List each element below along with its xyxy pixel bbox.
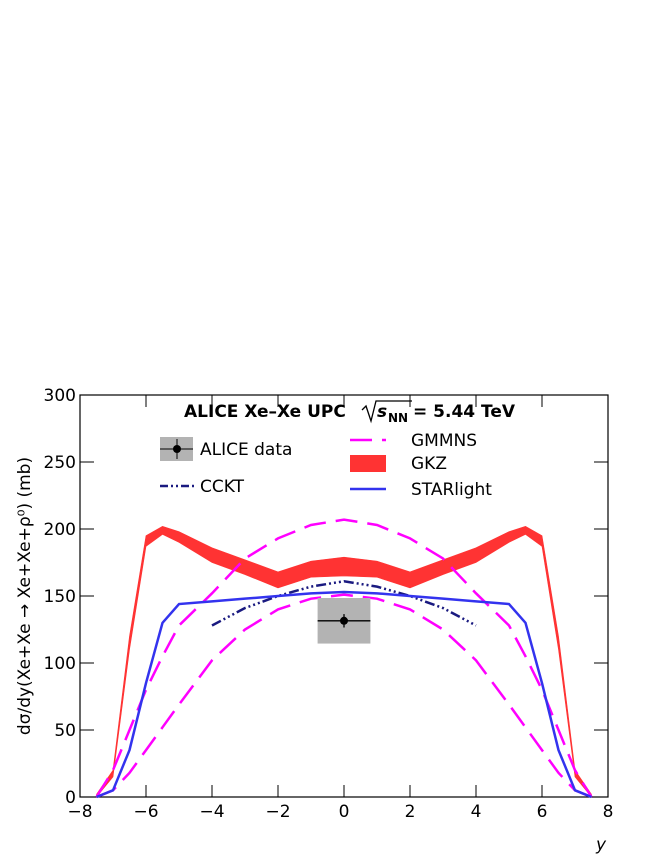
legend-label: GMMNS — [411, 431, 477, 451]
x-tick-label: −4 — [199, 802, 224, 822]
legend-swatch — [173, 445, 181, 453]
legend-label: ALICE data — [200, 440, 292, 460]
y-tick-label: 200 — [44, 520, 76, 540]
legend-swatch — [350, 455, 386, 472]
x-tick-label: 0 — [339, 802, 350, 822]
x-tick-label: −2 — [265, 802, 290, 822]
x-tick-label: 8 — [603, 802, 614, 822]
plot-frame — [79, 394, 609, 798]
x-tick-label: −8 — [67, 802, 92, 822]
energy-value: = 5.44 TeV — [413, 402, 516, 422]
x-tick-label: 4 — [471, 802, 482, 822]
starlight-line — [96, 590, 592, 799]
y-axis-label: dσ/dy(Xe+Xe → Xe+Xe+ρ⁰) (mb) — [15, 457, 35, 735]
x-axis-label: y — [595, 835, 607, 855]
cckt-line — [211, 579, 477, 627]
x-tick-label: −6 — [133, 802, 158, 822]
data-point — [340, 616, 348, 625]
y-tick-label: 0 — [65, 788, 76, 808]
gmmns-upper — [95, 518, 593, 798]
x-tick-label: 2 — [405, 802, 416, 822]
legend-label: CCKT — [200, 477, 245, 497]
y-tick-label: 50 — [54, 721, 76, 741]
energy-subscript: NN — [388, 411, 408, 425]
chart-title: ALICE Xe–Xe UPC — [184, 402, 346, 422]
gmmns-lower — [96, 593, 592, 799]
x-tick-label: 6 — [537, 802, 548, 822]
energy-symbol: s — [377, 402, 387, 422]
y-tick-label: 250 — [44, 453, 76, 473]
y-tick-label: 150 — [44, 587, 76, 607]
legend-label: STARlight — [411, 480, 492, 500]
gkz-band — [96, 525, 592, 798]
y-tick-label: 300 — [44, 386, 76, 406]
legend-label: GKZ — [411, 454, 447, 474]
sqrt-sign — [361, 400, 412, 424]
y-tick-label: 100 — [44, 654, 76, 674]
